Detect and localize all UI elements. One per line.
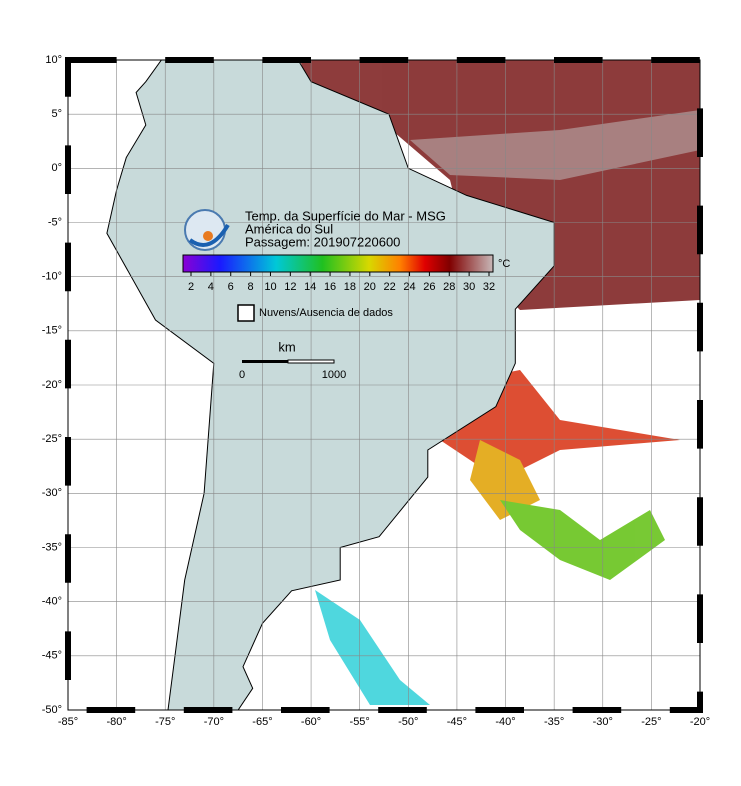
latitude-label: -25° xyxy=(42,433,62,445)
colorbar-label: 8 xyxy=(248,281,254,293)
title-line: Temp. da Superfície do Mar - MSG xyxy=(245,208,446,223)
colorbar-unit: °C xyxy=(498,258,510,270)
colorbar-label: 30 xyxy=(463,281,475,293)
colorbar-label: 6 xyxy=(228,281,234,293)
latitude-label: 5° xyxy=(51,108,62,120)
scale-unit: km xyxy=(278,339,295,354)
colorbar-label: 32 xyxy=(483,281,495,293)
latitude-label: 0° xyxy=(51,162,62,174)
latitude-label: -20° xyxy=(42,379,62,391)
longitude-label: -20° xyxy=(690,716,710,728)
latitude-label: -30° xyxy=(42,487,62,499)
colorbar-label: 26 xyxy=(423,281,435,293)
longitude-label: -50° xyxy=(398,716,418,728)
latitude-label: -40° xyxy=(42,596,62,608)
colorbar-label: 18 xyxy=(344,281,356,293)
latitude-label: 10° xyxy=(45,54,62,66)
longitude-label: -40° xyxy=(495,716,515,728)
longitude-label: -60° xyxy=(301,716,321,728)
graticule xyxy=(68,60,700,710)
map-area xyxy=(68,60,700,710)
frame-line xyxy=(67,59,701,711)
colorbar-label: 4 xyxy=(208,281,214,293)
colorbar xyxy=(182,254,494,273)
longitude-label: -65° xyxy=(252,716,272,728)
longitude-label: -85° xyxy=(58,716,78,728)
title-line: Passagem: 201907220600 xyxy=(245,234,400,249)
colorbar-label: 12 xyxy=(284,281,296,293)
colorbar-label: 14 xyxy=(304,281,316,293)
longitude-label: -30° xyxy=(593,716,613,728)
longitude-label: -75° xyxy=(155,716,175,728)
latitude-label: -35° xyxy=(42,541,62,553)
scale-bar xyxy=(287,359,335,364)
latitude-label: -50° xyxy=(42,704,62,716)
title-line: América do Sul xyxy=(245,221,333,236)
latitude-label: -5° xyxy=(48,216,62,228)
longitude-label: -70° xyxy=(204,716,224,728)
longitude-label: -35° xyxy=(544,716,564,728)
legend-label: Nuvens/Ausencia de dados xyxy=(259,307,393,319)
legend-swatch xyxy=(237,304,255,322)
latitude-label: -10° xyxy=(42,271,62,283)
latitude-label: -15° xyxy=(42,325,62,337)
colorbar-label: 2 xyxy=(188,281,194,293)
colorbar-label: 20 xyxy=(364,281,376,293)
longitude-label: -80° xyxy=(106,716,126,728)
colorbar-label: 28 xyxy=(443,281,455,293)
colorbar-label: 16 xyxy=(324,281,336,293)
logo xyxy=(184,209,230,251)
scale-label: 1000 xyxy=(322,369,346,381)
colorbar-label: 24 xyxy=(403,281,415,293)
colorbar-label: 22 xyxy=(384,281,396,293)
longitude-label: -55° xyxy=(350,716,370,728)
scale-label: 0 xyxy=(239,369,245,381)
colorbar-label: 10 xyxy=(264,281,276,293)
longitude-label: -25° xyxy=(641,716,661,728)
latitude-label: -45° xyxy=(42,650,62,662)
scale-bar xyxy=(242,360,288,363)
longitude-label: -45° xyxy=(447,716,467,728)
